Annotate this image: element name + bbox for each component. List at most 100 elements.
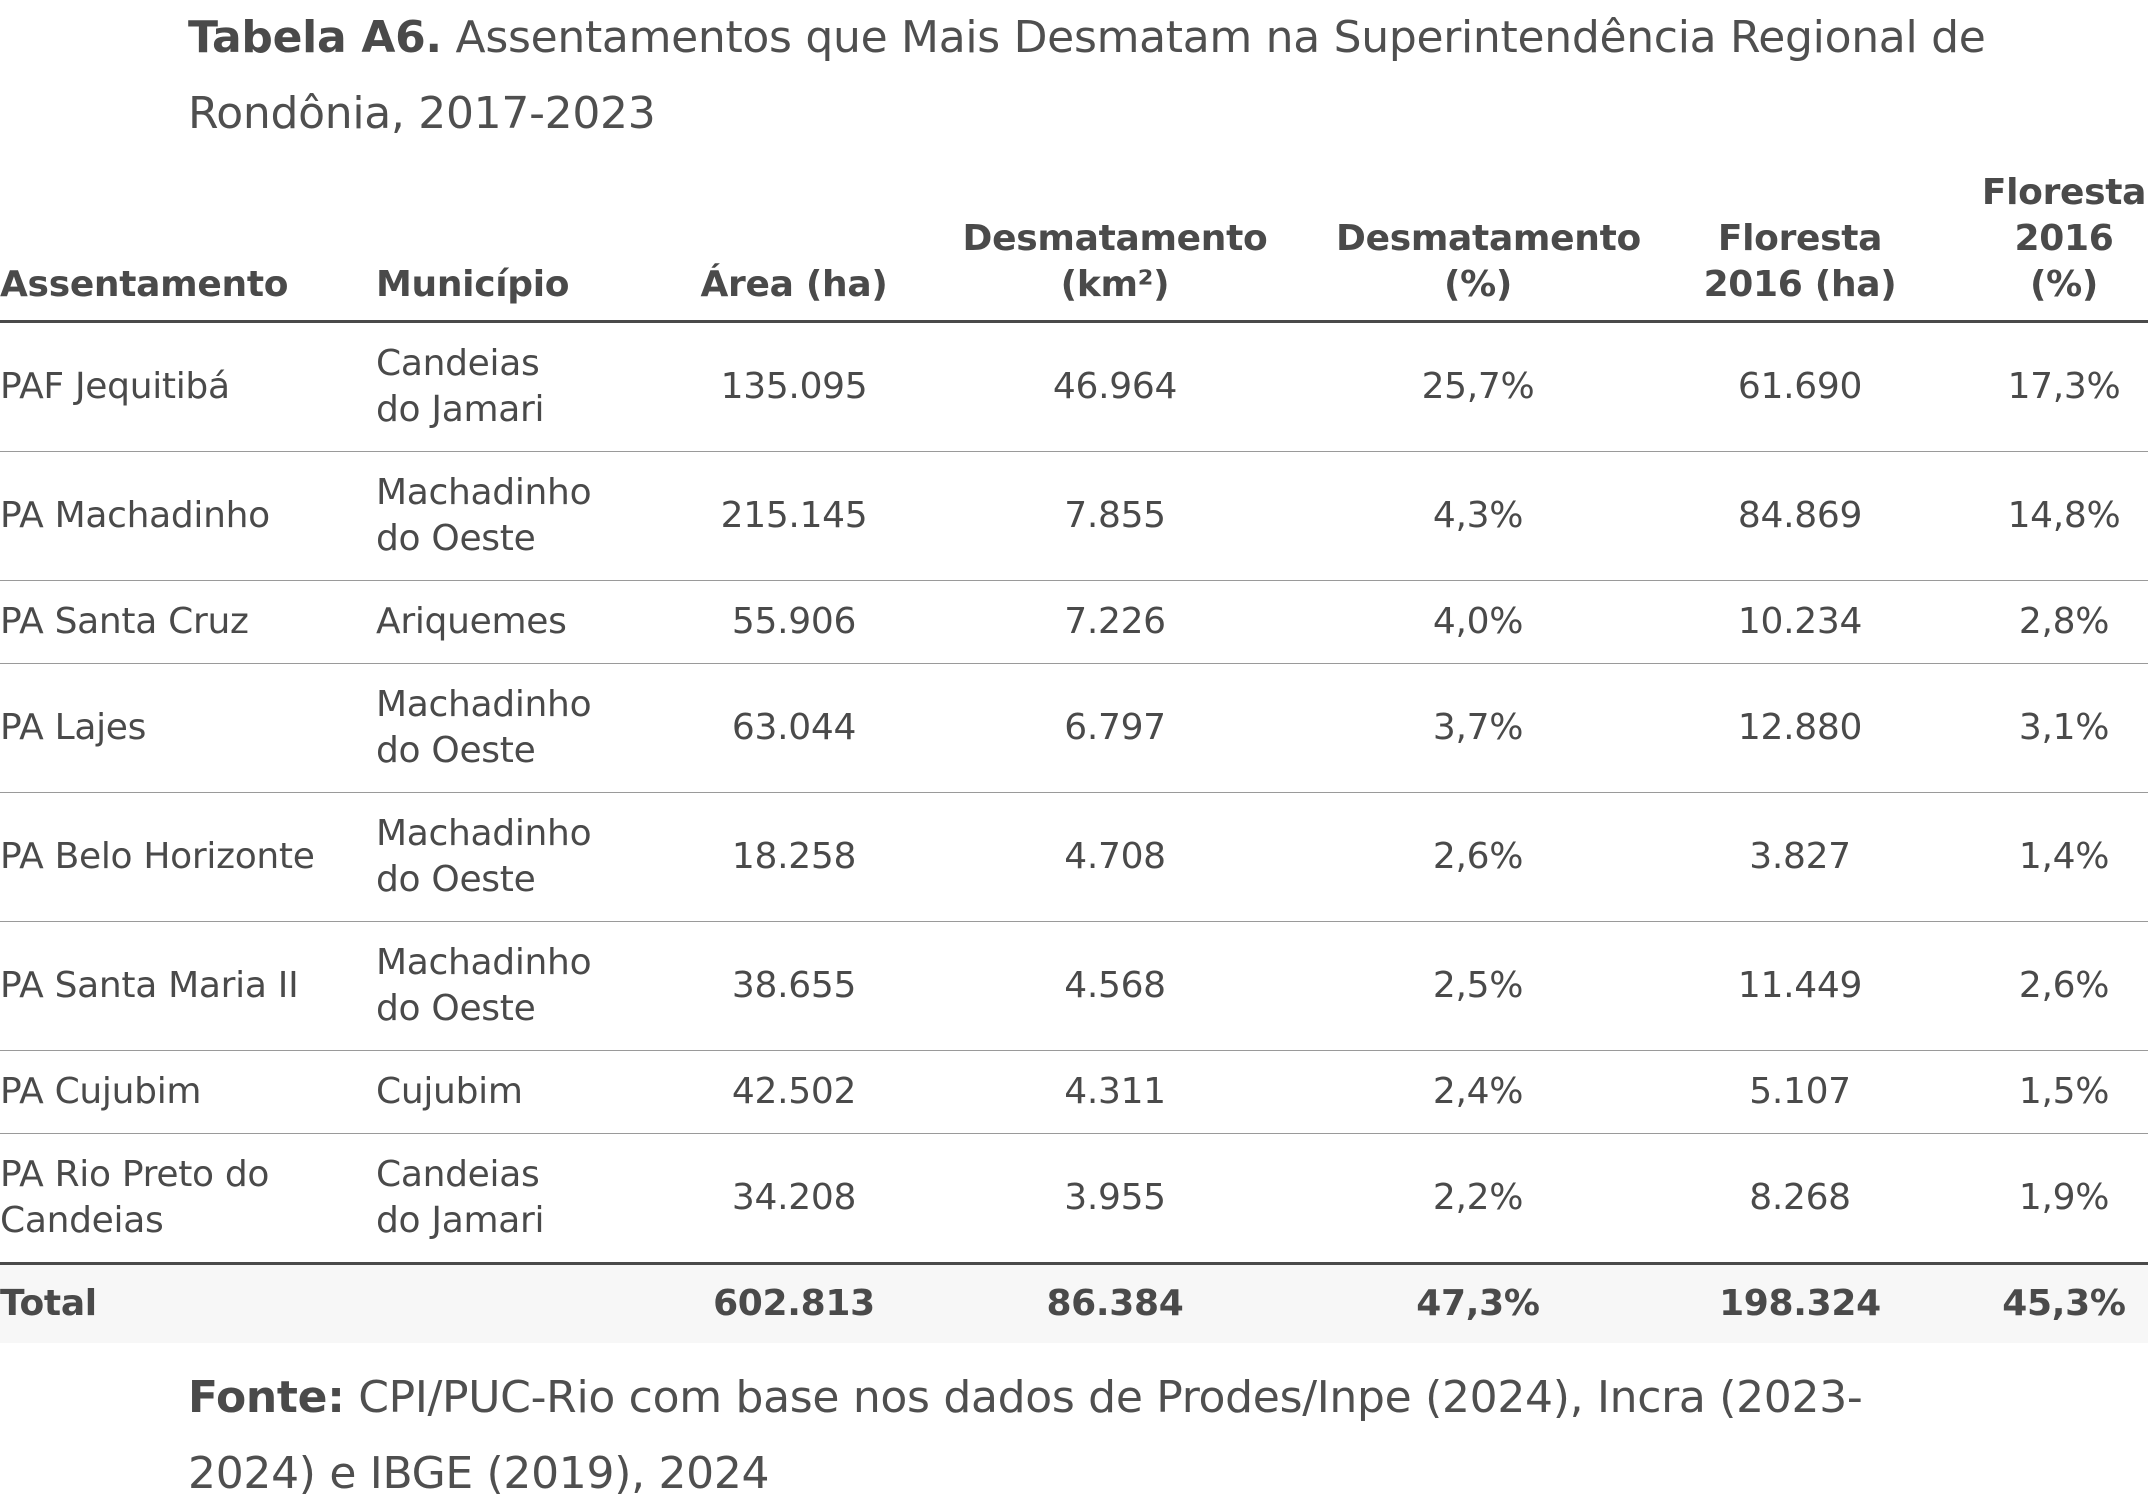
table-header: Assentamento Município Área (ha) Desmata… [0,160,2148,323]
cell-municipio-line2: do Oeste [376,988,536,1029]
header-floresta-pct: Floresta 2016 (%) [1980,160,2148,323]
total-desmatamento-pct: 47,3% [1336,1263,1620,1343]
header-floresta-pct-line2: 2016 (%) [2014,218,2114,305]
cell-municipio-line1: Machadinho [376,684,592,725]
data-table: Assentamento Município Área (ha) Desmata… [0,160,2148,1343]
cell-municipio: Candeias do Jamari [376,321,694,452]
cell-floresta-pct: 1,9% [1980,1133,2148,1265]
header-area: Área (ha) [694,160,894,323]
cell-assentamento: PA Lajes [0,663,376,793]
cell-municipio-line1: Candeias [376,1154,540,1195]
total-municipio-empty [376,1263,694,1343]
table-body: PAF Jequitibá Candeias do Jamari 135.095 … [0,321,2148,1265]
cell-assentamento: PAF Jequitibá [0,321,376,452]
cell-desmatamento-km2: 4.311 [894,1050,1336,1134]
total-label: Total [0,1263,376,1343]
cell-floresta-ha: 10.234 [1620,580,1980,664]
cell-desmatamento-pct: 3,7% [1336,663,1620,793]
cell-area: 38.655 [694,921,894,1051]
cell-municipio: Machadinho do Oeste [376,663,694,793]
cell-floresta-ha: 84.869 [1620,451,1980,581]
cell-assentamento: PA Machadinho [0,451,376,581]
header-floresta-ha-line1: Floresta [1717,218,1883,259]
cell-desmatamento-km2: 3.955 [894,1133,1336,1265]
total-desmatamento-km2: 86.384 [894,1263,1336,1343]
table-row: PA Cujubim Cujubim 42.502 4.311 2,4% 5.1… [0,1050,2148,1134]
cell-assentamento-line2: Candeias [0,1200,164,1241]
header-assentamento: Assentamento [0,160,376,323]
cell-municipio-line2: do Oeste [376,859,536,900]
header-desmatamento-km2-line1: Desmatamento [962,218,1268,259]
cell-floresta-pct: 1,5% [1980,1050,2148,1134]
total-row: Total 602.813 86.384 47,3% 198.324 45,3% [0,1263,2148,1343]
cell-municipio-line2: do Oeste [376,518,536,559]
cell-desmatamento-pct: 2,2% [1336,1133,1620,1265]
cell-municipio: Machadinho do Oeste [376,792,694,922]
cell-desmatamento-pct: 2,6% [1336,792,1620,922]
cell-desmatamento-km2: 4.568 [894,921,1336,1051]
cell-area: 135.095 [694,321,894,452]
cell-desmatamento-km2: 46.964 [894,321,1336,452]
cell-assentamento: PA Cujubim [0,1050,376,1134]
header-floresta-ha-line2: 2016 (ha) [1703,264,1897,305]
cell-municipio-line2: do Jamari [376,1200,545,1241]
cell-floresta-pct: 14,8% [1980,451,2148,581]
cell-floresta-ha: 12.880 [1620,663,1980,793]
table-row: PA Machadinho Machadinho do Oeste 215.145… [0,451,2148,581]
cell-floresta-ha: 5.107 [1620,1050,1980,1134]
cell-assentamento-line1: PA Rio Preto do [0,1154,270,1195]
cell-desmatamento-km2: 7.855 [894,451,1336,581]
table-row: PA Santa Cruz Ariquemes 55.906 7.226 4,0… [0,580,2148,664]
cell-floresta-pct: 17,3% [1980,321,2148,452]
cell-municipio-line2: do Oeste [376,730,536,771]
cell-floresta-pct: 3,1% [1980,663,2148,793]
cell-area: 55.906 [694,580,894,664]
table-row: PA Belo Horizonte Machadinho do Oeste 18.… [0,792,2148,922]
cell-floresta-ha: 8.268 [1620,1133,1980,1265]
header-desmatamento-km2: Desmatamento (km²) [894,160,1336,323]
header-floresta-pct-line1: Floresta [1981,172,2147,213]
table-row: PAF Jequitibá Candeias do Jamari 135.095 … [0,321,2148,452]
cell-desmatamento-pct: 25,7% [1336,321,1620,452]
cell-municipio-line1: Machadinho [376,472,592,513]
table-title-label: Tabela A6. [188,12,442,63]
cell-municipio: Candeias do Jamari [376,1133,694,1265]
table-title: Tabela A6. Assentamentos que Mais Desmat… [188,0,1988,152]
cell-area: 63.044 [694,663,894,793]
cell-desmatamento-pct: 4,0% [1336,580,1620,664]
cell-floresta-pct: 1,4% [1980,792,2148,922]
cell-assentamento: PA Santa Cruz [0,580,376,664]
cell-desmatamento-km2: 4.708 [894,792,1336,922]
cell-desmatamento-pct: 4,3% [1336,451,1620,581]
cell-floresta-ha: 61.690 [1620,321,1980,452]
header-floresta-ha: Floresta 2016 (ha) [1620,160,1980,323]
cell-municipio-line2: do Jamari [376,389,545,430]
cell-desmatamento-km2: 6.797 [894,663,1336,793]
total-area: 602.813 [694,1263,894,1343]
cell-desmatamento-km2: 7.226 [894,580,1336,664]
cell-floresta-ha: 11.449 [1620,921,1980,1051]
source-label: Fonte: [188,1372,345,1423]
cell-area: 215.145 [694,451,894,581]
header-desmatamento-pct-line1: Desmatamento [1336,218,1641,259]
cell-area: 18.258 [694,792,894,922]
total-floresta-ha: 198.324 [1620,1263,1980,1343]
table-footer: Total 602.813 86.384 47,3% 198.324 45,3% [0,1263,2148,1343]
header-desmatamento-pct: Desmatamento (%) [1336,160,1641,323]
cell-assentamento: PA Belo Horizonte [0,792,376,922]
header-municipio: Município [376,160,694,323]
cell-municipio: Machadinho do Oeste [376,451,694,581]
cell-area: 34.208 [694,1133,894,1265]
header-desmatamento-km2-line2: (km²) [1060,264,1170,305]
source-note: Fonte: CPI/PUC-Rio com base nos dados de… [188,1360,1988,1512]
table-row: PA Rio Preto do Candeias Candeias do Jamar… [0,1133,2148,1265]
cell-municipio-line1: Machadinho [376,942,592,983]
cell-floresta-pct: 2,8% [1980,580,2148,664]
cell-floresta-pct: 2,6% [1980,921,2148,1051]
cell-desmatamento-pct: 2,4% [1336,1050,1620,1134]
header-desmatamento-pct-line2: (%) [1443,264,1513,305]
table-title-text: Assentamentos que Mais Desmatam na Super… [188,12,1986,139]
cell-area: 42.502 [694,1050,894,1134]
cell-municipio: Machadinho do Oeste [376,921,694,1051]
cell-assentamento: PA Rio Preto do Candeias [0,1133,376,1265]
